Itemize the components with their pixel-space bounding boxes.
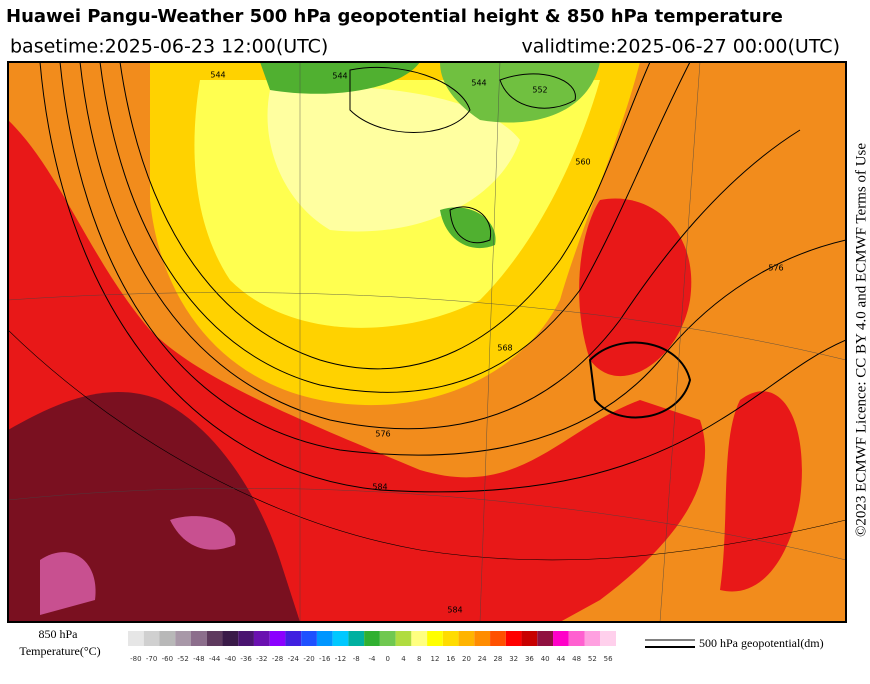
contour-label: 544 bbox=[332, 72, 347, 81]
colorbar-box bbox=[458, 631, 475, 646]
colorbar-tick-label: -16 bbox=[319, 655, 331, 663]
colorbar-box bbox=[395, 631, 412, 646]
colorbar-tick-label: -28 bbox=[272, 655, 283, 663]
colorbar-box bbox=[553, 631, 569, 646]
colorbar-tick-label: 24 bbox=[478, 655, 487, 663]
colorbar-box bbox=[253, 631, 270, 646]
colorbar-box bbox=[128, 631, 144, 646]
colorbar-tick-label: 48 bbox=[572, 655, 581, 663]
colorbar-tick-label: -12 bbox=[335, 655, 346, 663]
legend-label: 850 hPa bbox=[39, 627, 79, 641]
contour-label: 552 bbox=[532, 86, 547, 95]
colorbar-box bbox=[190, 631, 207, 646]
contour-label: 576 bbox=[375, 430, 390, 439]
colorbar-box bbox=[505, 631, 522, 646]
contour-label: 568 bbox=[497, 344, 512, 353]
colorbar-box bbox=[411, 631, 428, 646]
colorbar-tick-label: 8 bbox=[417, 655, 421, 663]
colorbar-box bbox=[206, 631, 223, 646]
colorbar-box bbox=[348, 631, 365, 646]
colorbar-box bbox=[159, 631, 176, 646]
colorbar-box bbox=[521, 631, 538, 646]
colorbar-box bbox=[427, 631, 443, 646]
colorbar-tick-label: 12 bbox=[431, 655, 440, 663]
title: Huawei Pangu-Weather 500 hPa geopotentia… bbox=[6, 6, 783, 27]
colorbar-box bbox=[537, 631, 554, 646]
colorbar-tick-label: 44 bbox=[556, 655, 565, 663]
colorbar-box bbox=[301, 631, 317, 646]
colorbar-box bbox=[364, 631, 380, 646]
colorbar-tick-label: -60 bbox=[162, 655, 173, 663]
colorbar-tick-label: 56 bbox=[604, 655, 613, 663]
contour-label: 584 bbox=[372, 483, 387, 492]
colorbar-tick-label: 0 bbox=[386, 655, 390, 663]
colorbar-tick-label: -36 bbox=[240, 655, 252, 663]
colorbar-tick-label: -48 bbox=[193, 655, 204, 663]
colorbar-tick-label: 52 bbox=[588, 655, 597, 663]
colorbar-tick-label: 16 bbox=[446, 655, 455, 663]
legend-label: Temperature(°C) bbox=[19, 644, 100, 658]
contour-legend-label: 500 hPa geopotential(dm) bbox=[699, 636, 824, 650]
colorbar-tick-label: -70 bbox=[146, 655, 157, 663]
colorbar-box bbox=[584, 631, 601, 646]
colorbar-tick-label: -80 bbox=[130, 655, 141, 663]
colorbar-box bbox=[175, 631, 191, 646]
colorbar-box bbox=[143, 631, 160, 646]
colorbar-box bbox=[568, 631, 585, 646]
validtime: validtime:2025-06-27 00:00(UTC) bbox=[521, 36, 840, 58]
colorbar-tick-label: 28 bbox=[493, 655, 502, 663]
colorbar-box bbox=[600, 631, 616, 646]
map bbox=[8, 62, 846, 622]
contour-label: 544 bbox=[210, 71, 225, 80]
colorbar-tick-label: 20 bbox=[462, 655, 471, 663]
contour-label: 576 bbox=[768, 264, 783, 273]
colorbar-box bbox=[316, 631, 333, 646]
credit: ©2023 ECMWF Licence: CC BY 4.0 and ECMWF… bbox=[853, 143, 869, 537]
colorbar-tick-label: -44 bbox=[209, 655, 221, 663]
colorbar-tick-label: -32 bbox=[256, 655, 267, 663]
colorbar-box bbox=[332, 631, 349, 646]
map-frame bbox=[7, 61, 847, 623]
colorbar-tick-label: -20 bbox=[303, 655, 314, 663]
colorbar-tick-label: -24 bbox=[288, 655, 300, 663]
colorbar-tick-label: 4 bbox=[401, 655, 406, 663]
colorbar-tick-label: -52 bbox=[177, 655, 188, 663]
colorbar-box bbox=[490, 631, 506, 646]
contour-label: 544 bbox=[471, 79, 486, 88]
contour-label: 584 bbox=[447, 606, 462, 615]
colorbar-tick-label: -8 bbox=[353, 655, 360, 663]
contour-label: 560 bbox=[575, 158, 590, 167]
colorbar-tick-label: 36 bbox=[525, 655, 534, 663]
colorbar-box bbox=[285, 631, 302, 646]
colorbar-box bbox=[238, 631, 254, 646]
colorbar-tick-label: -40 bbox=[225, 655, 236, 663]
colorbar-box bbox=[222, 631, 239, 646]
colorbar-tick-label: -4 bbox=[369, 655, 377, 663]
colorbar-tick-label: 32 bbox=[509, 655, 518, 663]
colorbar-box bbox=[379, 631, 396, 646]
colorbar-box bbox=[474, 631, 491, 646]
basetime: basetime:2025-06-23 12:00(UTC) bbox=[10, 36, 328, 58]
colorbar-box bbox=[442, 631, 459, 646]
colorbar-tick-label: 40 bbox=[541, 655, 550, 663]
colorbar-box bbox=[269, 631, 286, 646]
